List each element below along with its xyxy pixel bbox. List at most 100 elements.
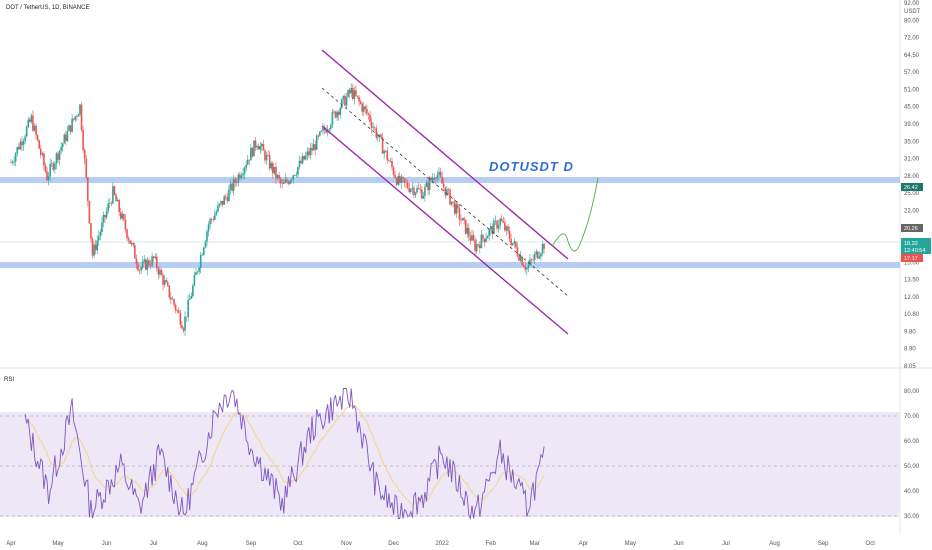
candle-body — [475, 244, 478, 252]
candle-body — [425, 182, 428, 187]
candle-body — [424, 186, 426, 196]
candle-body — [251, 147, 254, 157]
time-tick-label: 2022 — [435, 541, 449, 547]
candle-body — [21, 141, 23, 146]
candle-body — [138, 270, 141, 271]
candle-body — [314, 144, 316, 150]
candle-body — [433, 177, 436, 180]
candle-body — [124, 219, 127, 230]
candle-body — [83, 149, 86, 159]
candle-body — [298, 160, 301, 168]
candle-body — [19, 141, 22, 150]
candle-body — [334, 111, 337, 118]
last-price-badge: 18.32 12:40:54 — [901, 238, 931, 254]
candle-body — [342, 95, 345, 100]
rsi-tick-label: 30.00 — [904, 514, 920, 520]
candle-body — [192, 285, 194, 297]
svg-text:20.26: 20.26 — [904, 226, 918, 232]
candle-body — [10, 162, 12, 163]
candle-body — [339, 108, 342, 115]
candle-body — [99, 231, 102, 237]
candle-body — [171, 299, 174, 300]
price-tick-label: 22.00 — [904, 208, 920, 214]
candle-body — [505, 226, 508, 231]
candle-body — [292, 175, 295, 180]
candle-body — [182, 328, 185, 331]
candle-body — [28, 119, 31, 122]
price-tick-label: 57.00 — [904, 70, 920, 76]
candle-body — [135, 258, 138, 265]
candle-body — [18, 146, 20, 150]
candle-body — [447, 189, 450, 190]
channel-upper-line[interactable] — [321, 49, 569, 260]
projection-path[interactable] — [551, 177, 599, 252]
candle-body — [149, 265, 152, 266]
candle-body — [367, 113, 370, 115]
candle-body — [513, 241, 516, 244]
channel-lower-line[interactable] — [321, 125, 569, 335]
candle-body — [317, 135, 320, 137]
candle-body — [137, 264, 139, 271]
candle-body — [347, 90, 349, 97]
candle-body — [231, 183, 233, 191]
candle-body — [377, 137, 379, 138]
candle-body — [276, 175, 279, 179]
candle-body — [224, 196, 227, 198]
candle-body — [472, 235, 475, 241]
candle-body — [279, 178, 282, 184]
price-tick-label: 92.00 — [904, 1, 920, 7]
candle-body — [389, 160, 392, 162]
candle-body — [256, 146, 258, 148]
candle-body — [408, 187, 411, 192]
candle-body — [499, 218, 501, 226]
candle-body — [375, 128, 378, 138]
svg-text:18.32: 18.32 — [904, 241, 918, 247]
candle-body — [500, 218, 503, 222]
candle-body — [306, 151, 309, 156]
candle-body — [289, 180, 291, 184]
candle-body — [115, 194, 117, 202]
candle-body — [165, 280, 168, 283]
candle-body — [261, 143, 263, 147]
candle-body — [121, 214, 124, 219]
time-tick-label: Jul — [722, 541, 730, 547]
rsi-axis[interactable]: 80.00 70.00 60.00 50.00 40.00 30.00 — [904, 389, 920, 520]
time-axis[interactable]: Apr May Jun Jul Aug Sep Oct Nov Dec 2022 Feb Mar Apr… — [6, 541, 875, 547]
candle-body — [414, 192, 417, 196]
candle-body — [543, 243, 545, 249]
candle-body — [77, 114, 80, 117]
candle-body — [461, 217, 464, 221]
candle-body — [188, 298, 191, 300]
candle-body — [388, 160, 390, 162]
candle-body — [32, 115, 34, 131]
candle-body — [370, 122, 373, 129]
candle-body — [468, 227, 470, 237]
candle-body — [527, 264, 530, 269]
candle-body — [253, 140, 255, 157]
candle-body — [108, 202, 111, 204]
candle-body — [391, 160, 393, 168]
candle-body — [154, 256, 157, 259]
candle-body — [210, 219, 213, 220]
time-tick-label: Nov — [341, 541, 352, 547]
candle-body — [229, 183, 232, 190]
candle-body — [406, 182, 409, 188]
candle-body — [43, 153, 45, 166]
price-axis-unit: USDT — [904, 9, 921, 15]
candle-body — [491, 226, 494, 234]
candle-body — [49, 163, 51, 177]
candle-body — [518, 255, 520, 261]
candle-body — [155, 256, 158, 269]
candle-body — [521, 256, 523, 266]
candle-body — [530, 259, 533, 261]
candle-body — [359, 101, 362, 104]
candle-body — [143, 259, 146, 262]
candle-body — [240, 175, 243, 179]
candle-body — [420, 189, 423, 199]
candle-body — [386, 150, 389, 161]
candle-body — [87, 177, 89, 201]
candle-body — [419, 188, 422, 190]
price-tick-label: 39.00 — [904, 122, 920, 128]
candle-body — [422, 195, 425, 199]
